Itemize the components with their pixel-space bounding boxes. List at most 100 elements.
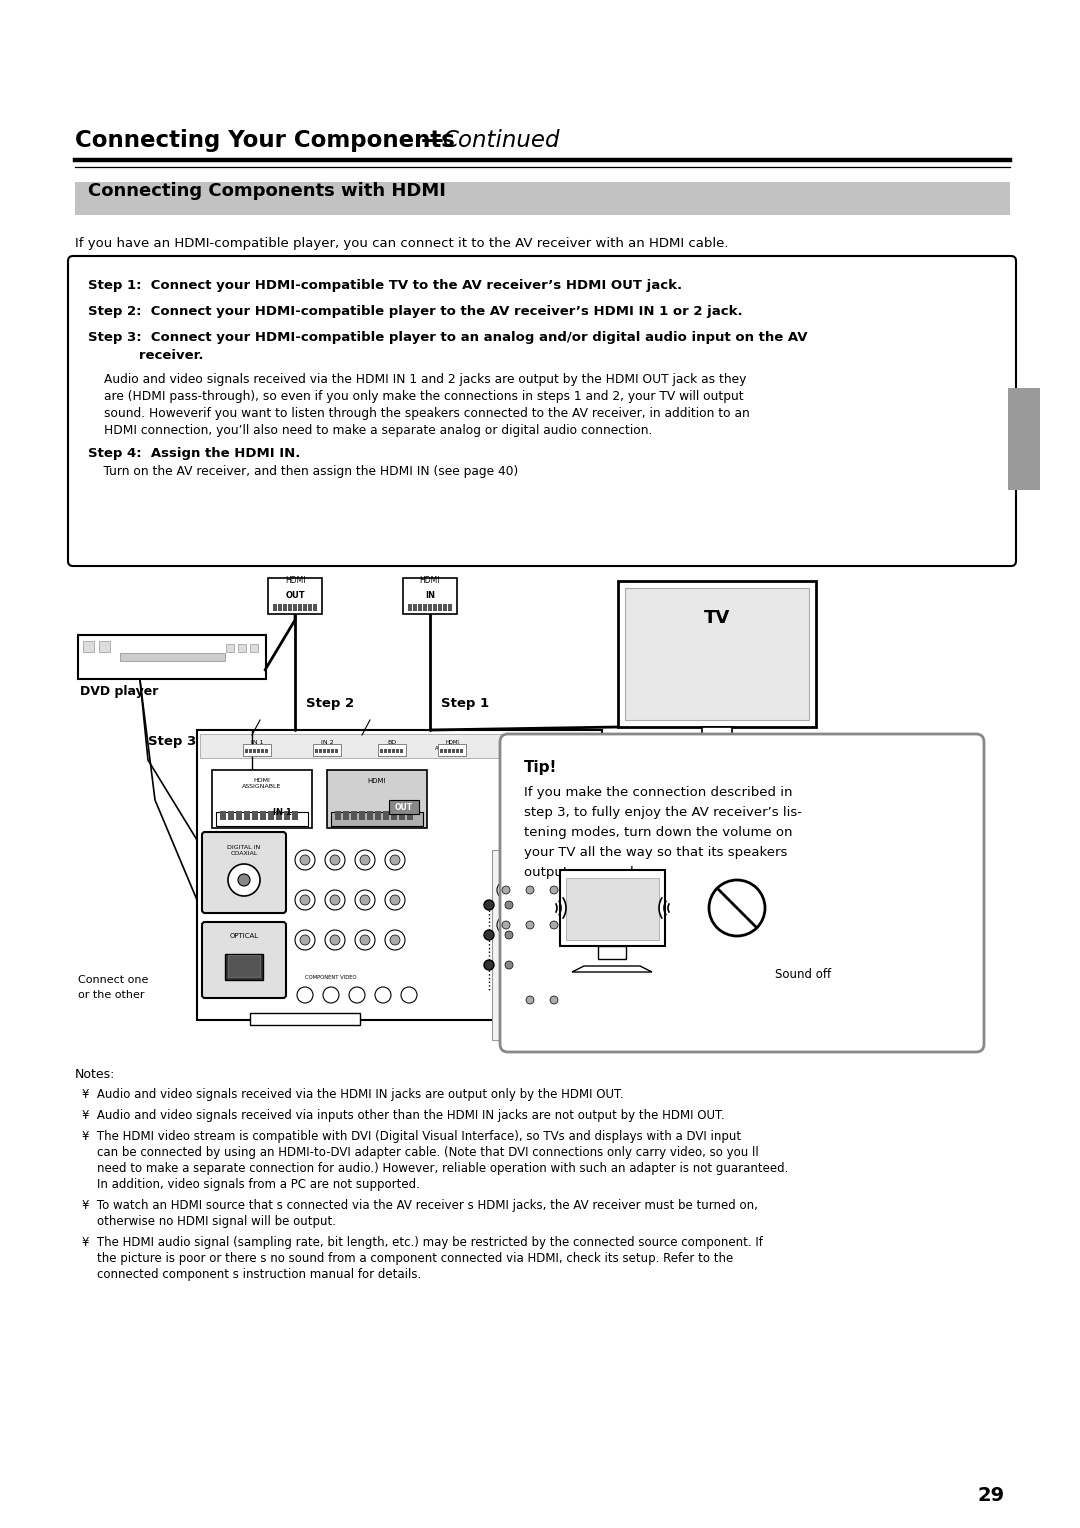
Circle shape [360, 856, 370, 865]
Circle shape [355, 889, 375, 911]
Circle shape [545, 882, 563, 898]
Bar [200, 733, 599, 758]
Circle shape [384, 889, 405, 911]
Text: OPTICAL: OPTICAL [229, 934, 258, 940]
Bar [625, 588, 809, 720]
Text: can be connected by using an HDMI-to-DVI adapter cable. (Note that DVI connectio: can be connected by using an HDMI-to-DVI… [82, 1146, 759, 1160]
Circle shape [500, 895, 518, 914]
Text: need to make a separate connection for audio.) However, reliable operation with : need to make a separate connection for a… [82, 1161, 788, 1175]
Bar [456, 749, 459, 753]
Bar [260, 811, 266, 821]
Text: step 3, to fully enjoy the AV receiver’s lis-: step 3, to fully enjoy the AV receiver’s… [524, 805, 802, 819]
Bar [327, 749, 330, 753]
Bar [335, 749, 338, 753]
Bar [438, 604, 442, 611]
Bar [418, 604, 422, 611]
Text: OUT: OUT [285, 591, 305, 601]
Bar [413, 604, 417, 611]
Circle shape [330, 856, 340, 865]
Bar [335, 811, 341, 821]
Text: output no sound.: output no sound. [524, 866, 638, 879]
Text: Step 1: Step 1 [441, 697, 489, 711]
Circle shape [349, 987, 365, 1002]
Circle shape [521, 992, 539, 1008]
Text: HDMI
ASSIGNABLE: HDMI ASSIGNABLE [435, 740, 469, 750]
Circle shape [573, 921, 582, 929]
Circle shape [295, 931, 315, 950]
Bar [428, 604, 432, 611]
Bar [400, 749, 403, 753]
Circle shape [384, 850, 405, 869]
Text: IN 1: IN 1 [272, 808, 292, 817]
Bar [367, 811, 373, 821]
Bar [313, 604, 318, 611]
Bar [268, 578, 322, 614]
Text: receiver.: receiver. [87, 348, 203, 362]
Circle shape [484, 900, 494, 911]
Text: Notes:: Notes: [75, 1068, 116, 1080]
Bar [257, 749, 260, 753]
Bar [283, 604, 287, 611]
Bar [448, 604, 453, 611]
Circle shape [297, 987, 313, 1002]
Bar [343, 811, 349, 821]
Text: IN: IN [426, 591, 435, 601]
Circle shape [502, 886, 510, 894]
Circle shape [300, 935, 310, 944]
Bar [408, 604, 411, 611]
Circle shape [526, 886, 534, 894]
Circle shape [526, 996, 534, 1004]
Circle shape [550, 886, 558, 894]
Polygon shape [572, 966, 652, 972]
Circle shape [484, 931, 494, 940]
Bar [1008, 388, 1040, 490]
Text: Connecting Components with HDMI: Connecting Components with HDMI [87, 182, 446, 200]
Bar [391, 811, 397, 821]
Circle shape [526, 921, 534, 929]
Text: IN 1: IN 1 [251, 740, 264, 746]
Circle shape [330, 895, 340, 905]
Text: —: — [421, 128, 444, 151]
Text: ¥  The HDMI audio signal (sampling rate, bit length, etc.) may be restricted by : ¥ The HDMI audio signal (sampling rate, … [82, 1236, 762, 1248]
Bar [75, 182, 1010, 215]
Circle shape [238, 874, 249, 886]
Bar [303, 604, 307, 611]
Bar [383, 811, 389, 821]
Bar [265, 749, 268, 753]
Bar [268, 811, 274, 821]
Bar [330, 811, 423, 827]
Text: are (HDMI pass-through), so even if you only make the connections in steps 1 and: are (HDMI pass-through), so even if you … [104, 390, 744, 403]
Circle shape [401, 987, 417, 1002]
Bar [327, 770, 427, 828]
Bar [120, 652, 225, 662]
Circle shape [505, 961, 513, 969]
Text: ¥  Audio and video signals received via the HDMI IN jacks are output only by the: ¥ Audio and video signals received via t… [82, 1088, 623, 1102]
Text: Connect one: Connect one [78, 975, 148, 986]
Text: otherwise no HDMI signal will be output.: otherwise no HDMI signal will be output. [82, 1215, 336, 1229]
Text: Continued: Continued [442, 128, 559, 151]
Bar [448, 749, 451, 753]
Text: TV: TV [704, 610, 730, 626]
Bar [433, 604, 437, 611]
Bar [238, 643, 246, 652]
Bar [453, 749, 455, 753]
Bar [396, 749, 399, 753]
FancyBboxPatch shape [68, 257, 1016, 565]
Text: Step 4:  Assign the HDMI IN.: Step 4: Assign the HDMI IN. [87, 448, 300, 460]
Circle shape [550, 921, 558, 929]
Bar [407, 811, 413, 821]
Bar [253, 749, 256, 753]
Text: Step 3:  Connect your HDMI-compatible player to an analog and/or digital audio i: Step 3: Connect your HDMI-compatible pla… [87, 332, 808, 344]
Bar [423, 604, 427, 611]
Bar [399, 811, 405, 821]
Text: Connecting Your Components: Connecting Your Components [75, 128, 455, 151]
Text: HDMI
ASSIGNABLE: HDMI ASSIGNABLE [242, 778, 282, 788]
Circle shape [228, 863, 260, 895]
Bar [249, 643, 258, 652]
Text: BD: BD [388, 740, 396, 746]
Bar [598, 946, 626, 960]
Circle shape [569, 882, 588, 898]
Bar [284, 811, 291, 821]
Circle shape [355, 850, 375, 869]
Circle shape [550, 996, 558, 1004]
